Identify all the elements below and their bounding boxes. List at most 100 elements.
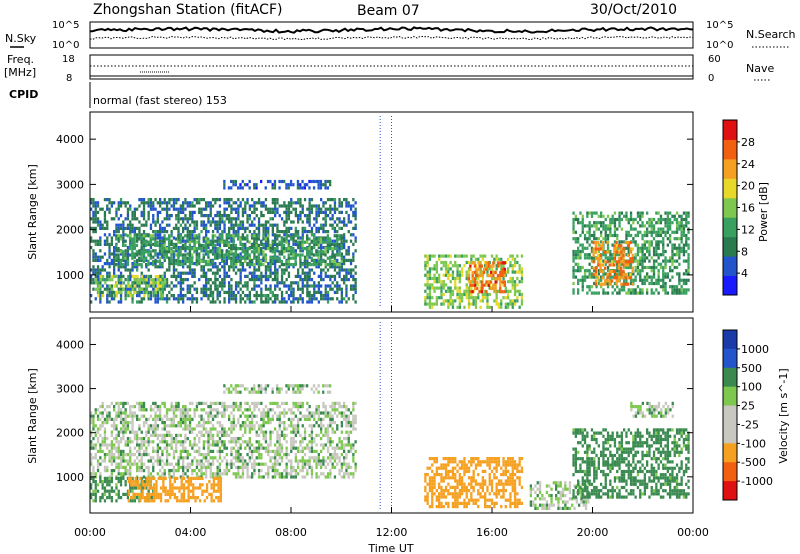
heatmap-cell: [113, 249, 116, 253]
heatmap-cell: [163, 446, 166, 450]
heatmap-cell: [142, 405, 146, 409]
heatmap-cell: [657, 269, 660, 273]
heatmap-cell: [685, 217, 688, 222]
heatmap-cell: [301, 210, 304, 214]
heatmap-cell: [248, 278, 251, 282]
heatmap-cell: [431, 276, 434, 281]
heatmap-cell: [680, 246, 683, 250]
heatmap-cell: [634, 288, 637, 292]
heatmap-cell: [154, 417, 157, 421]
heatmap-cell: [115, 249, 118, 253]
heatmap-cell: [232, 253, 235, 257]
heatmap-cell: [223, 290, 226, 294]
heatmap-cell: [303, 271, 307, 275]
heatmap-cell: [228, 201, 231, 205]
heatmap-cell: [292, 265, 295, 269]
heatmap-cell: [129, 437, 132, 441]
heatmap-cell: [463, 305, 466, 309]
heatmap-cell: [230, 278, 233, 282]
heatmap-cell: [246, 284, 249, 288]
heatmap-cell: [260, 252, 263, 256]
heatmap-cell: [175, 446, 178, 450]
heatmap-cell: [636, 249, 640, 254]
heatmap-cell: [239, 242, 242, 246]
heatmap-cell: [606, 265, 610, 270]
heatmap-cell: [133, 263, 136, 267]
heatmap-cell: [159, 281, 162, 285]
heatmap-cell: [161, 255, 164, 259]
heatmap-cell: [680, 221, 683, 225]
heatmap-cell: [202, 421, 205, 425]
heatmap-cell: [230, 198, 233, 202]
heatmap-cell: [471, 290, 474, 294]
heatmap-cell: [136, 217, 139, 221]
heatmap-cell: [161, 290, 164, 295]
heatmap-cell: [90, 294, 93, 298]
heatmap-cell: [186, 469, 189, 473]
heatmap-cell: [188, 265, 192, 269]
heatmap-cell: [138, 459, 141, 463]
heatmap-cell: [340, 252, 343, 256]
heatmap-cell: [625, 211, 628, 215]
heatmap-cell: [161, 453, 164, 457]
heatmap-cell: [168, 408, 171, 412]
heatmap-cell: [456, 305, 459, 309]
heatmap-cell: [241, 226, 245, 230]
heatmap-cell: [296, 179, 300, 184]
heatmap-cell: [124, 268, 127, 272]
heatmap-cell: [156, 236, 159, 240]
heatmap-cell: [682, 259, 686, 263]
heatmap-cell: [234, 217, 238, 221]
heatmap-cell: [150, 278, 153, 282]
heatmap-cell: [264, 287, 268, 291]
heatmap-cell: [520, 254, 524, 258]
heatmap-cell: [257, 278, 261, 282]
heatmap-cell: [604, 282, 607, 286]
heatmap-cell: [322, 237, 325, 241]
heatmap-cell: [671, 230, 674, 234]
heatmap-cell: [138, 230, 141, 234]
heatmap-cell: [179, 281, 182, 285]
heatmap-cell: [136, 281, 139, 285]
heatmap-cell: [126, 252, 130, 256]
heatmap-cell: [205, 284, 208, 288]
heatmap-cell: [209, 456, 212, 460]
heatmap-cell: [471, 261, 474, 265]
heatmap-cell: [165, 408, 169, 412]
heatmap-cell: [682, 272, 686, 276]
heatmap-cell: [471, 274, 474, 278]
heatmap-cell: [106, 226, 109, 230]
heatmap-cell: [652, 259, 656, 263]
heatmap-cell: [680, 240, 683, 244]
heatmap-cell: [108, 255, 111, 259]
heatmap-cell: [324, 207, 327, 211]
heatmap-cell: [186, 234, 189, 238]
heatmap-cell: [648, 281, 651, 286]
heatmap-cell: [641, 243, 644, 247]
heatmap-cell: [685, 211, 688, 215]
heatmap-cell: [202, 243, 205, 247]
heatmap-cell: [142, 401, 146, 405]
heatmap-cell: [188, 230, 192, 234]
heatmap-cell: [276, 281, 279, 285]
heatmap-cell: [338, 263, 341, 267]
heatmap-cell: [92, 217, 95, 221]
heatmap-cell: [99, 294, 102, 298]
heatmap-cell: [131, 430, 134, 434]
heatmap-cell: [163, 271, 166, 275]
heatmap-cell: [140, 233, 143, 237]
heatmap-cell: [211, 252, 215, 256]
heatmap-cell: [131, 297, 134, 301]
heatmap-cell: [179, 234, 182, 238]
heatmap-cell: [315, 207, 318, 211]
heatmap-cell: [251, 204, 254, 208]
heatmap-cell: [152, 456, 155, 460]
heatmap-cell: [483, 283, 486, 287]
heatmap-cell: [615, 260, 618, 264]
heatmap-cell: [133, 210, 136, 214]
heatmap-cell: [583, 272, 587, 276]
heatmap-cell: [451, 302, 455, 306]
heatmap-cell: [154, 250, 157, 254]
heatmap-cell: [657, 272, 660, 276]
heatmap-cell: [221, 217, 224, 221]
